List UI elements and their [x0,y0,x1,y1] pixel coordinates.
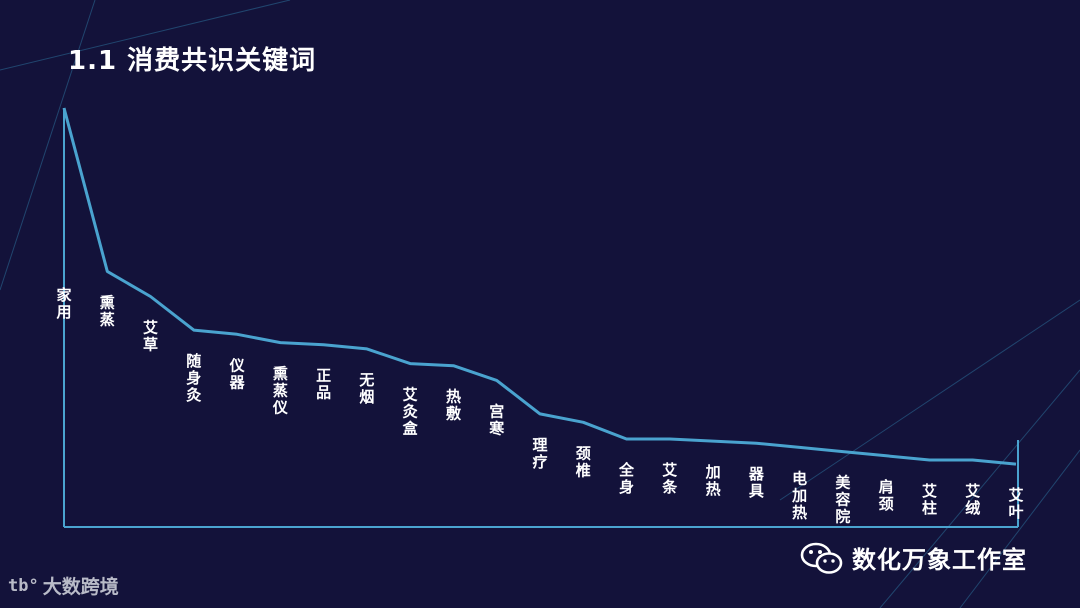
category-label: 无烟 [358,371,374,406]
decoration-line-3 [879,369,1080,608]
page-title: 1.1 消费共识关键词 [68,46,317,76]
logo-text: 大数跨境 [42,576,119,598]
category-label: 艾条 [661,461,678,496]
series-line-group [62,107,1017,466]
decoration-line-2 [0,0,96,291]
category-label: 仪器 [229,356,246,391]
brand-logo: tb° 大数跨境 [8,572,119,599]
series-line [62,107,1017,466]
category-label: 热敷 [446,388,462,423]
category-label: 理疗 [532,436,547,471]
chart-axes [63,108,1019,528]
decoration-line-5 [779,299,1080,501]
category-label: 熏蒸仪 [272,365,289,417]
category-label: 家用 [56,286,71,321]
logo-mark: tb° [8,575,39,596]
category-label: 艾绒 [965,482,980,517]
category-label: 美容院 [834,474,851,526]
decoration-line-1 [0,0,291,71]
category-label: 宫寒 [489,402,505,437]
category-label: 正品 [316,367,331,402]
category-label: 熏蒸 [100,293,115,328]
category-label: 全身 [618,461,635,496]
category-label: 颈椎 [575,444,591,479]
category-label: 艾草 [143,319,158,354]
category-label: 加热 [705,463,721,498]
wechat-icon [800,542,843,574]
watermark-text: 数化万象工作室 [852,546,1027,574]
decoration-line-4 [959,449,1080,608]
wechat-watermark: 数化万象工作室 [800,540,1027,575]
category-label: 艾灸盒 [402,386,419,438]
category-label: 艾柱 [922,482,937,517]
category-label: 肩颈 [878,478,894,513]
category-label: 电加热 [791,469,807,521]
category-label: 艾叶 [1008,486,1023,521]
category-label: 随身灸 [186,352,201,404]
category-label: 器具 [748,465,765,500]
